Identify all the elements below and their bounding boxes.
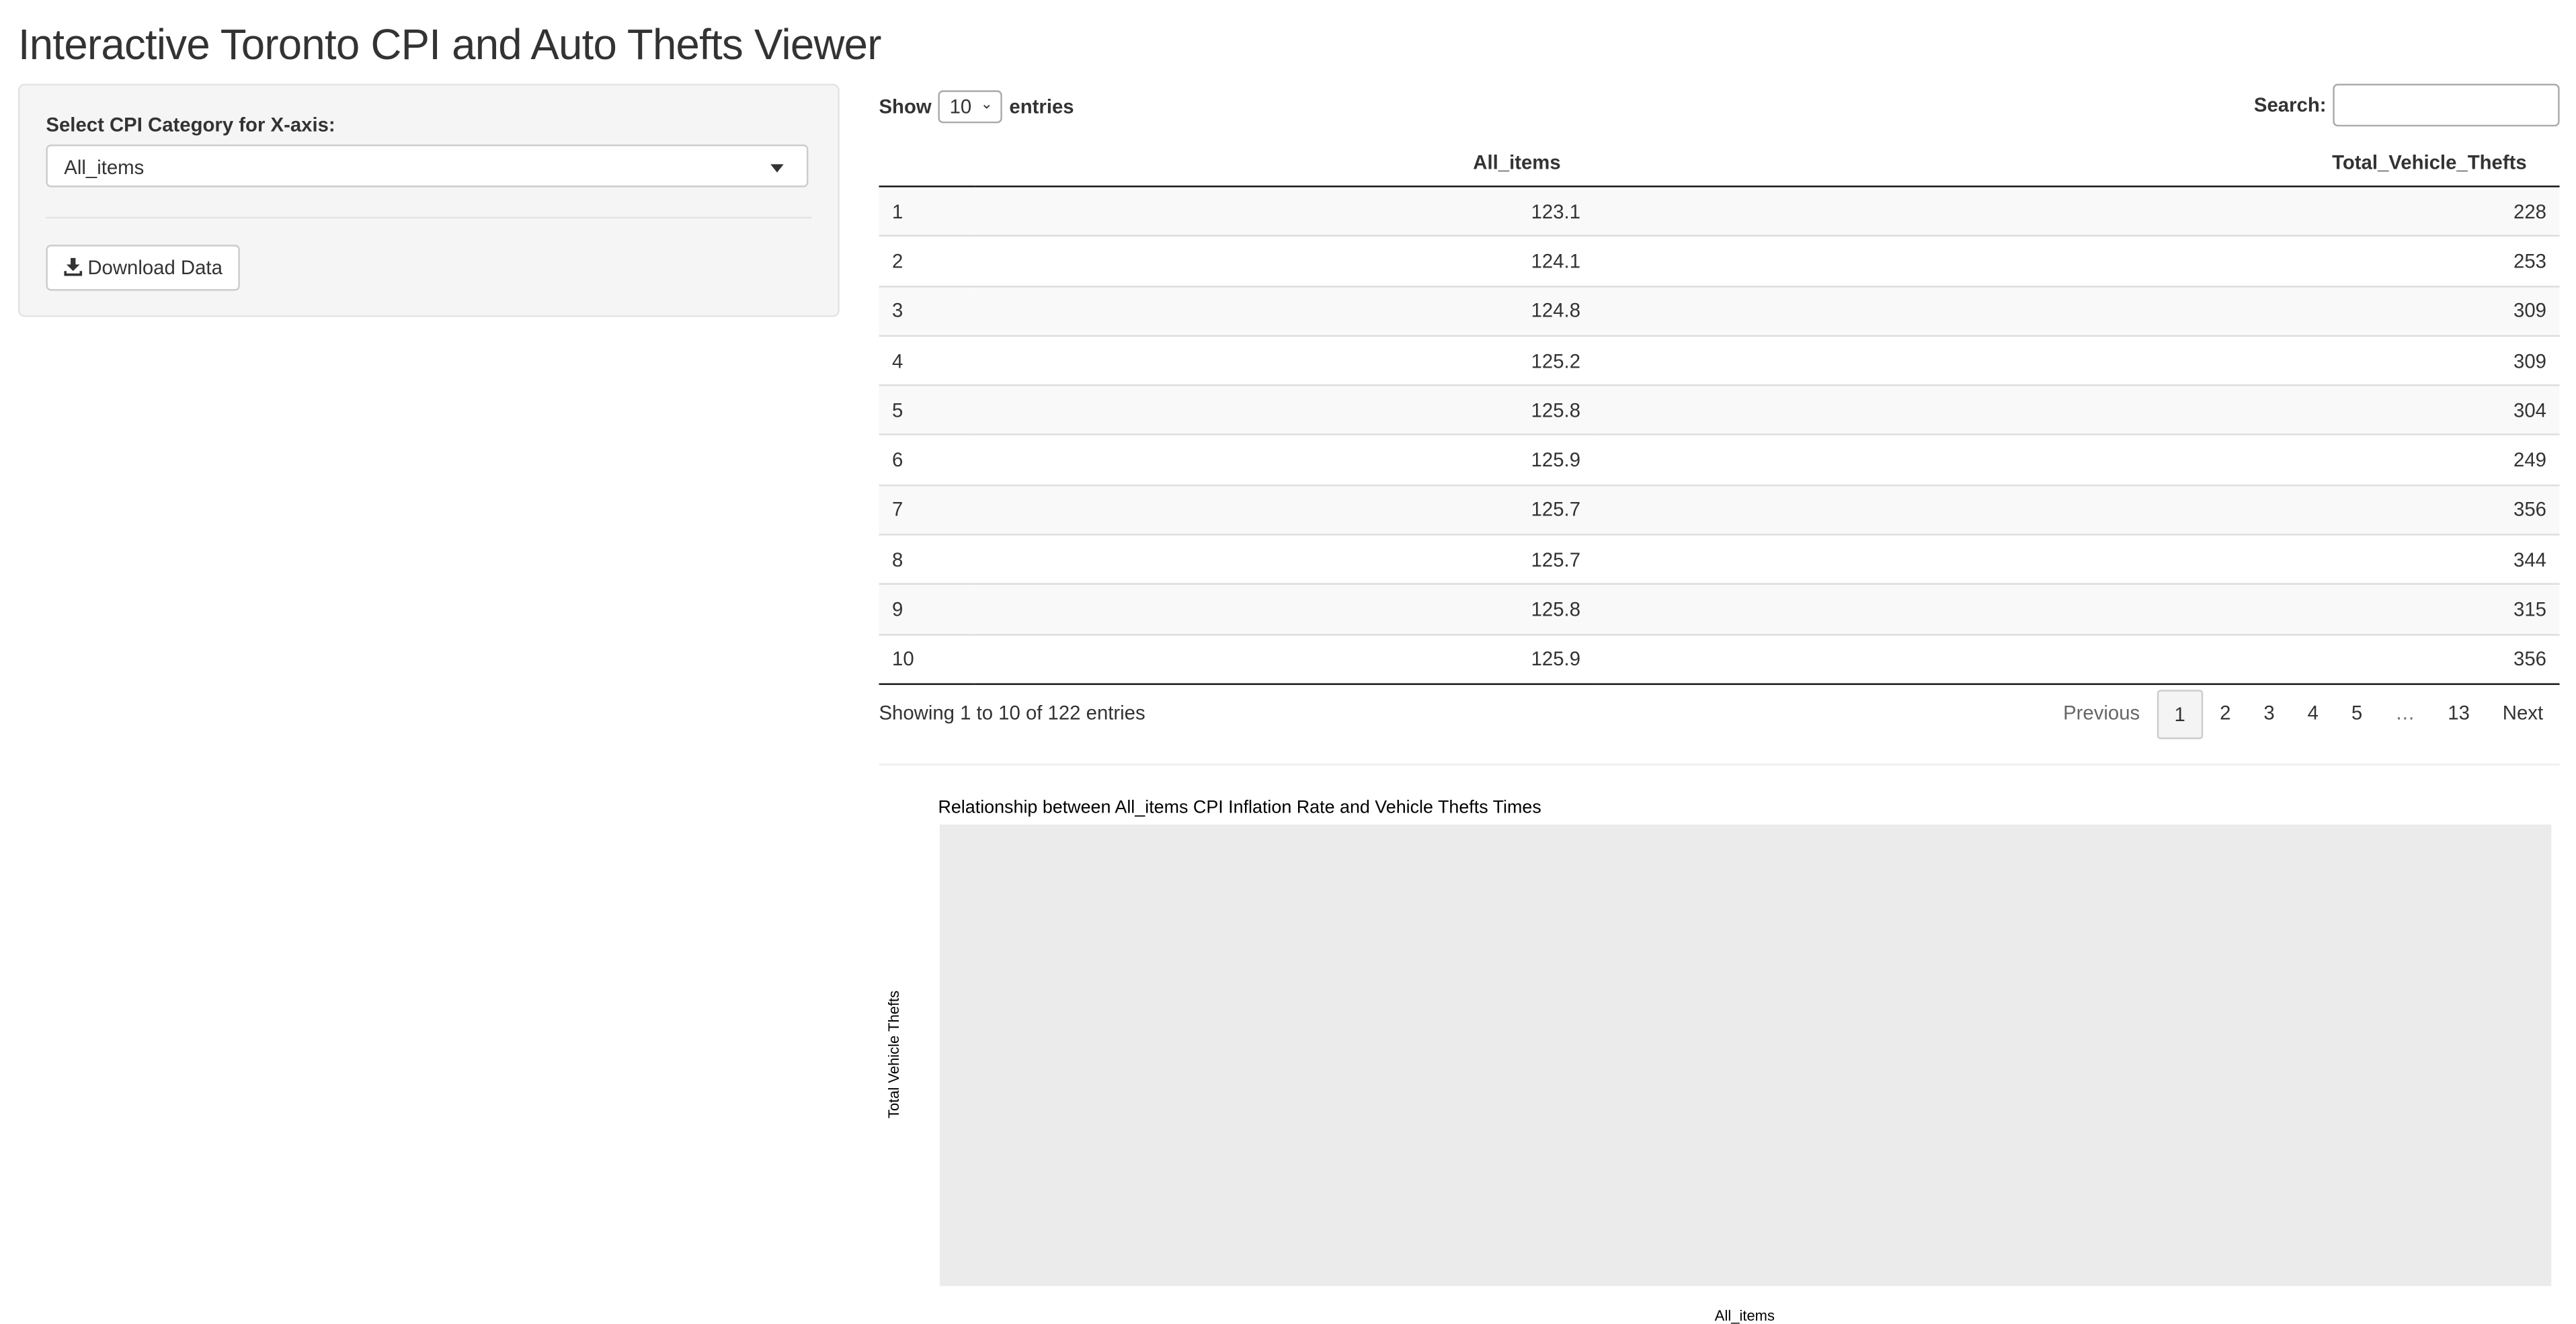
table-cell: 8 <box>879 534 975 585</box>
select-value: All_items <box>64 156 145 179</box>
table-cell: 9 <box>879 583 975 634</box>
table-cell: 3 <box>879 285 975 336</box>
chart-title: Relationship between All_items CPI Infla… <box>938 797 1541 817</box>
show-label: Show <box>879 95 932 118</box>
table-cell: 124.8 <box>974 285 1594 336</box>
table-cell: 125.7 <box>974 484 1594 535</box>
table-cell: 125.7 <box>974 534 1594 585</box>
table-cell: 125.8 <box>974 583 1594 634</box>
table-cell: 309 <box>1593 335 2560 386</box>
table-row: 4 125.2 309 <box>879 335 2560 386</box>
table-info: Showing 1 to 10 of 122 entries <box>879 701 1145 725</box>
column-header[interactable]: All_items <box>974 138 1594 188</box>
table-cell: 10 <box>879 633 975 686</box>
table-row: 9 125.8 315 <box>879 583 2560 634</box>
table-cell: 4 <box>879 335 975 386</box>
table-row: 3 124.8 309 <box>879 285 2560 336</box>
search-control: Search: <box>2253 83 2560 127</box>
x-axis-label: All_items <box>1715 1307 1775 1324</box>
table-row: 2 124.1 253 <box>879 235 2560 286</box>
table-row: 1 123.1 228 <box>879 185 2560 237</box>
page-button[interactable]: … <box>2395 701 2415 725</box>
table-cell: 124.1 <box>974 235 1594 286</box>
table-cell: 125.2 <box>974 335 1594 386</box>
pagination: Previous 1 2 3 4 5 … 13 Next <box>2047 690 2560 739</box>
sidebar: Select CPI Category for X-axis: All_item… <box>17 83 2576 1324</box>
plot-panel <box>939 824 2552 1286</box>
search-input[interactable] <box>2333 83 2560 127</box>
page-button[interactable]: 1 <box>2156 690 2204 739</box>
page-button[interactable]: 13 <box>2448 701 2470 725</box>
table-cell: 6 <box>879 434 975 485</box>
search-label: Search: <box>2253 93 2327 117</box>
page-button[interactable]: Next <box>2502 701 2544 725</box>
table-row: 10 125.9 356 <box>879 633 2560 686</box>
button-label: Download Data <box>87 256 223 280</box>
table-cell: 125.9 <box>974 434 1594 485</box>
divider <box>46 216 812 219</box>
page-button[interactable]: 2 <box>2220 701 2231 725</box>
table-row: 5 125.8 304 <box>879 384 2560 436</box>
table-cell: 125.9 <box>974 633 1594 686</box>
category-select[interactable]: All_items <box>46 144 809 188</box>
select-label: Select CPI Category for X-axis: <box>46 113 335 136</box>
table-cell: 2 <box>879 235 975 286</box>
table-cell: 315 <box>1593 583 2560 634</box>
table-row: 7 125.7 356 <box>879 484 2560 535</box>
table-cell: 356 <box>1593 633 2560 686</box>
page-button[interactable]: Previous <box>2063 701 2140 725</box>
column-header[interactable]: Total_Vehicle_Thefts <box>1593 138 2560 188</box>
page-button[interactable]: 5 <box>2351 701 2363 725</box>
length-control: Show 10 ⌄ entries <box>879 90 1074 124</box>
table-cell: 7 <box>879 484 975 535</box>
table-cell: 253 <box>1593 235 2560 286</box>
table-cell: 344 <box>1593 534 2560 585</box>
y-axis-label: Total Vehicle Thefts <box>885 991 902 1118</box>
divider <box>879 763 2560 766</box>
entries-label: entries <box>1009 95 1074 118</box>
table-cell: 356 <box>1593 484 2560 535</box>
data-table: All_items Total_Vehicle_Thefts 1 123.1 228 2… <box>879 138 2560 686</box>
table-cell: 125.8 <box>974 384 1594 436</box>
page-title: Interactive Toronto CPI and Auto Thefts … <box>17 19 881 69</box>
length-value: 10 <box>949 95 972 118</box>
length-select[interactable]: 10 ⌄ <box>938 90 1003 124</box>
table-row: 6 125.9 249 <box>879 434 2560 485</box>
table-cell: 123.1 <box>974 185 1594 237</box>
table-cell: 249 <box>1593 434 2560 485</box>
page-button[interactable]: 3 <box>2263 701 2275 725</box>
table-cell: 304 <box>1593 384 2560 436</box>
page-button[interactable]: 4 <box>2307 701 2319 725</box>
table-cell: 228 <box>1593 185 2560 237</box>
index-header <box>879 138 975 188</box>
table-cell: 5 <box>879 384 975 436</box>
table-row: 8 125.7 344 <box>879 534 2560 585</box>
table-cell: 309 <box>1593 285 2560 336</box>
table-cell: 1 <box>879 185 975 237</box>
